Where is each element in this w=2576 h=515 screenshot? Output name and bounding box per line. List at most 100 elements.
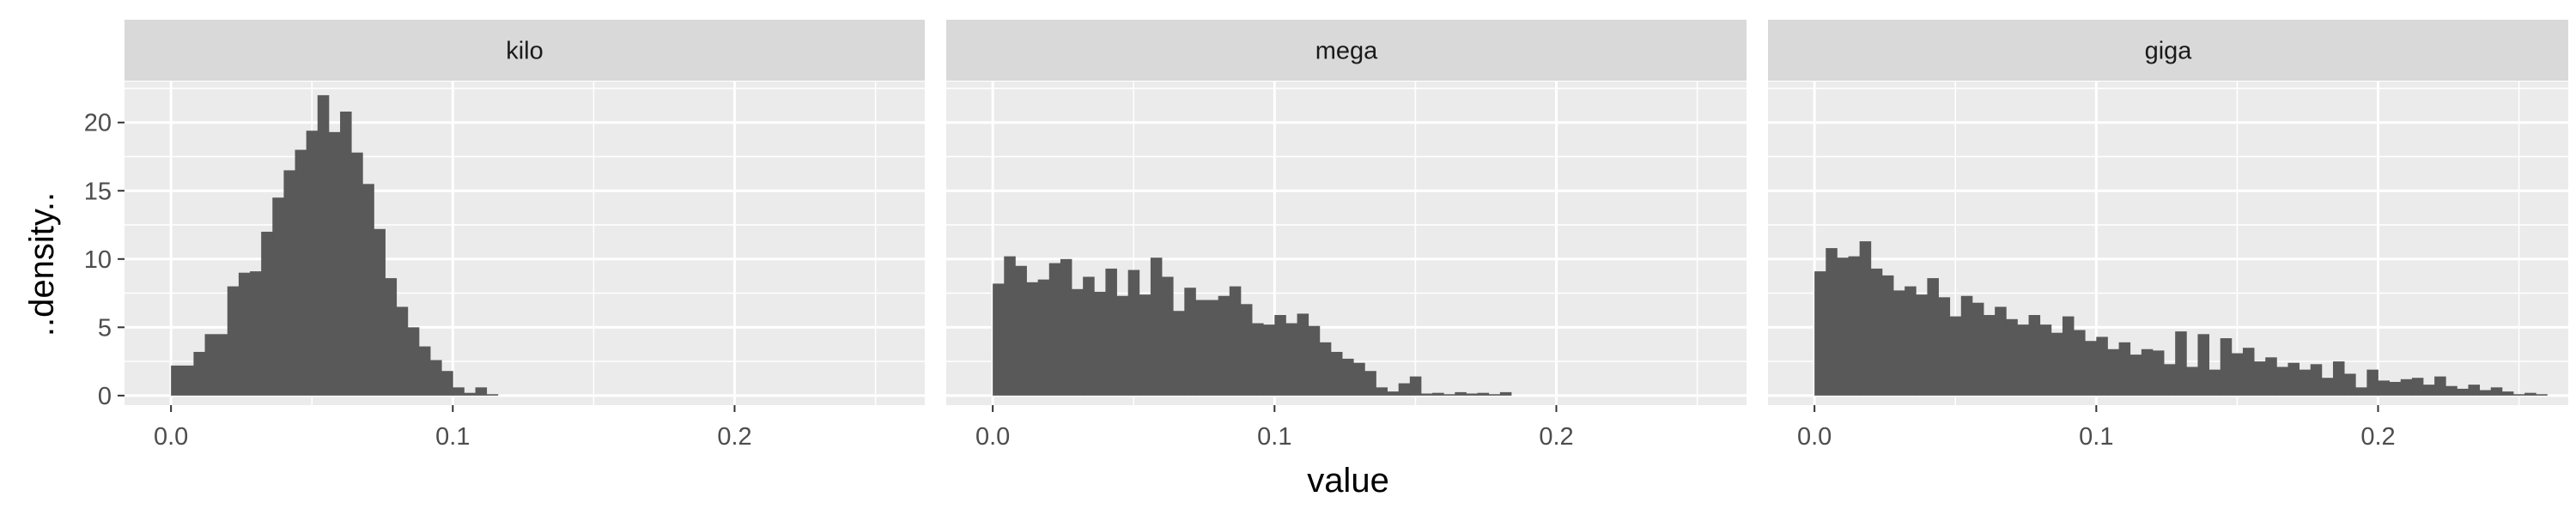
strip-background [1768,20,2568,81]
x-tick-label: 0.0 [975,423,1010,451]
panel-kilo: kilo 0.0 0.1 0.2 [125,20,925,451]
histogram-bar [1252,323,1264,396]
histogram-bar [1015,265,1027,396]
x-tick-label: 0.1 [435,423,470,451]
histogram-bar [1162,276,1174,396]
y-tick-label: 20 [84,110,112,137]
histogram-bar [362,184,374,396]
x-tick-label: 0.2 [717,423,751,451]
histogram-bar [1342,358,1354,396]
histogram-bar [295,149,307,396]
histogram-bar [2479,390,2492,396]
x-tick-label: 0.1 [1257,423,1291,451]
y-tick-label: 5 [98,314,112,342]
histogram-bar [2344,373,2356,396]
histogram-bar [1218,295,1230,396]
histogram-bar [2141,348,2154,396]
histogram-bar [1398,383,1411,396]
histogram-bar [340,111,352,396]
histogram-bar [2513,394,2525,396]
histogram-bar [1376,387,1388,396]
histogram-bar [1229,286,1242,396]
histogram-bar [1984,315,1996,396]
histogram-bar [1420,393,1433,396]
histogram-bar [441,371,453,396]
histogram-bar [407,327,420,396]
y-tick-label: 0 [98,383,112,410]
histogram-bar [2445,385,2458,396]
histogram-bar [1893,290,1905,396]
histogram-bar [1488,394,1501,396]
x-tick-label: 0.0 [1797,423,1832,451]
histogram-bar [1949,316,1962,396]
histogram-bar [1432,392,1444,396]
histogram-bar [1499,391,1512,396]
histogram-bar [1353,362,1365,396]
histogram-bar [261,231,273,396]
histogram-bar [1048,263,1061,396]
histogram-bar [1240,304,1253,396]
strip-label: kilo [506,38,544,65]
histogram-bar [351,152,363,396]
histogram-bar [1837,258,1849,396]
histogram-bar [2074,330,2086,396]
histogram-bar [1263,324,1275,396]
histogram-bar [1814,271,1826,396]
histogram-bar [1150,258,1163,396]
histogram-bar [1319,342,1332,396]
histogram-bar [1285,323,1297,396]
y-tick-label: 10 [84,246,112,274]
histogram-bar [1905,286,1917,396]
histogram-bar [2062,316,2075,396]
y-tick-label: 15 [84,178,112,205]
x-tick-label: 0.1 [2079,423,2113,451]
histogram-bars [993,256,1512,396]
histogram-bar [2310,364,2323,396]
histogram-bar [2242,348,2255,396]
histogram-bar [1477,392,1490,396]
histogram-bar [1094,291,1106,396]
histogram-bar [1004,256,1016,396]
histogram-bar [385,278,398,396]
histogram-bar [2096,336,2108,396]
histogram-bar [1060,258,1072,396]
histogram-bar [193,351,205,396]
histogram-bar [1072,288,1084,396]
histogram-bar [464,392,476,396]
histogram-bar [2524,392,2537,396]
histogram-bar [2006,318,2018,396]
histogram-bar [171,365,183,396]
facet-panels: kilo 0.0 0.1 0.2 mega 0.0 0.1 0.2 giga 0.0 0.1 0.2 [125,20,2568,451]
histogram-bar [993,283,1005,396]
histogram-bar [2129,354,2142,396]
histogram-bar [1083,276,1095,396]
histogram-bar [2231,353,2244,396]
x-tick-label: 0.2 [2360,423,2395,451]
histogram-bar [1105,268,1117,396]
histogram-bar [328,131,341,396]
histogram-bar [2366,369,2379,396]
histogram-bar [1938,297,1951,396]
histogram-bar [1195,300,1207,396]
histogram-bar [2299,369,2312,396]
histogram-bar [2457,388,2469,396]
histogram-bar [475,387,488,396]
histogram-bar [1037,279,1050,396]
histogram-bar [1173,311,1185,396]
histogram-bar [486,394,499,396]
histogram-bar [2422,385,2435,396]
histogram-bar [1364,371,1376,396]
histogram-bar [2434,376,2446,396]
histogram-bar [306,130,319,396]
histogram-bar [1330,351,1343,396]
y-tick-labels: 0 5 10 15 20 [84,110,125,410]
histogram-bar [1184,288,1196,396]
panel-giga: giga 0.0 0.1 0.2 [1768,20,2568,451]
histogram-bar [1139,294,1151,396]
histogram-bar [204,334,217,396]
histogram-bar [317,94,330,396]
histogram-bar [2265,357,2277,396]
histogram-bar [1927,278,1939,396]
histogram-bar [2468,385,2481,396]
